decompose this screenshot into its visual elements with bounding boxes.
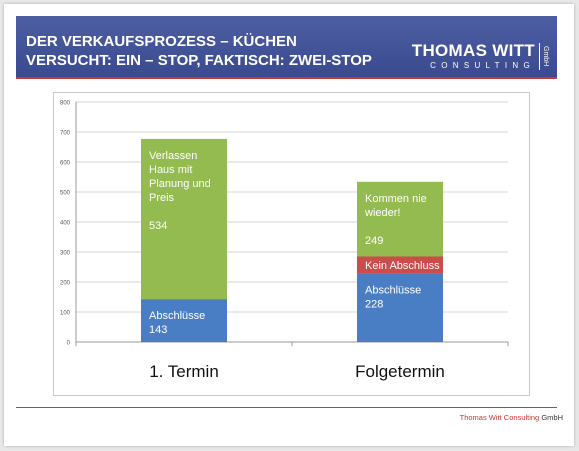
footer-company: Thomas Witt Consulting bbox=[459, 413, 540, 422]
data-label: Kein Abschluss bbox=[365, 260, 440, 272]
y-tick-label: 200 bbox=[60, 281, 71, 287]
y-tick-label: 700 bbox=[60, 131, 71, 137]
data-label: Planung und bbox=[149, 178, 211, 190]
data-label: Abschlüsse bbox=[365, 285, 421, 297]
x-category-label: 1. Termin bbox=[149, 362, 219, 381]
bar-segment-1-2 bbox=[357, 273, 443, 342]
title-line-1: DER VERKAUFSPROZESS – KÜCHEN bbox=[26, 33, 297, 50]
data-label: 249 bbox=[365, 235, 383, 247]
bar-segment-3-1 bbox=[141, 138, 227, 300]
data-label: Preis bbox=[149, 192, 175, 204]
bar-segment-3-2 bbox=[357, 181, 443, 257]
data-label: Haus mit bbox=[149, 164, 192, 176]
chart-frame: 0 100 200 300 400 500 600 700 800 Abschlüsse 143 Ve… bbox=[53, 92, 530, 396]
bar-segment-1-1 bbox=[141, 299, 227, 342]
y-tick-label: 400 bbox=[60, 221, 71, 227]
logo-sub: CONSULTING bbox=[430, 61, 535, 70]
data-label: 143 bbox=[149, 324, 167, 336]
y-tick-label: 600 bbox=[60, 161, 71, 167]
slide-header: DER VERKAUFSPROZESS – KÜCHEN VERSUCHT: E… bbox=[16, 16, 557, 79]
data-label: Kommen nie bbox=[365, 193, 427, 205]
y-tick-label: 100 bbox=[60, 311, 71, 317]
stacked-bar-chart: 0 100 200 300 400 500 600 700 800 Abschlüsse 143 Ve… bbox=[60, 101, 509, 381]
y-tick-label: 500 bbox=[60, 191, 71, 197]
x-category-label: Folgetermin bbox=[355, 362, 445, 381]
company-logo: THOMAS WITT CONSULTING GmbH bbox=[411, 41, 551, 71]
bar-segment-2-2 bbox=[357, 256, 443, 274]
footer-divider bbox=[16, 407, 557, 408]
footer-brand: Thomas Witt Consulting GmbH bbox=[460, 413, 563, 422]
data-label: Verlassen bbox=[149, 150, 197, 162]
data-label: 534 bbox=[149, 220, 167, 232]
y-tick-label: 300 bbox=[60, 251, 71, 257]
data-label: wieder! bbox=[364, 207, 400, 219]
title-line-2: VERSUCHT: EIN – STOP, FAKTISCH: ZWEI-STO… bbox=[26, 52, 372, 69]
logo-name: THOMAS WITT bbox=[411, 41, 535, 60]
logo-suffix: GmbH bbox=[539, 43, 551, 70]
y-tick-label: 800 bbox=[60, 101, 71, 107]
data-label: Abschlüsse bbox=[149, 310, 205, 322]
y-tick-label: 0 bbox=[67, 341, 71, 347]
footer-suffix: GmbH bbox=[541, 413, 563, 422]
slide-title: DER VERKAUFSPROZESS – KÜCHEN VERSUCHT: E… bbox=[26, 32, 372, 70]
data-label: 228 bbox=[365, 299, 383, 311]
